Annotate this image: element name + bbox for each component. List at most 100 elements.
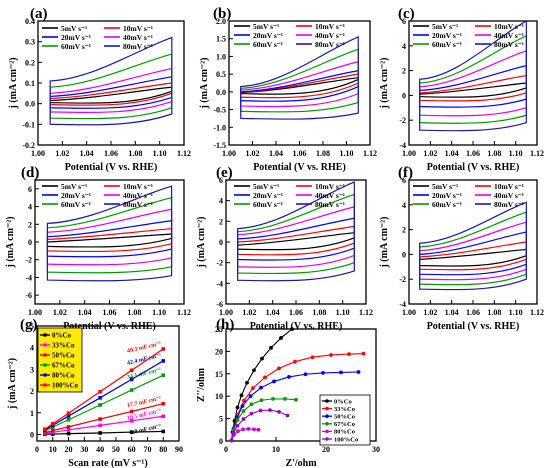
x-tick-label: 1.02 xyxy=(55,149,69,158)
data-point xyxy=(98,403,102,407)
data-point xyxy=(279,336,283,340)
x-tick-label: 20 xyxy=(65,445,73,454)
data-point xyxy=(241,427,245,432)
legend-label: 5mV s⁻¹ xyxy=(61,24,87,33)
data-point xyxy=(66,411,71,416)
slope-annotation: 49.3 mF cm⁻² xyxy=(127,341,162,355)
y-tick-label: 0.2 xyxy=(25,58,35,67)
y-tick-label: 0.0 xyxy=(216,88,226,97)
x-tick-label: 80 xyxy=(159,445,167,454)
x-tick-label: 1.10 xyxy=(340,149,354,158)
y-tick-label: 2 xyxy=(402,67,406,76)
x-tick-label: 0 xyxy=(35,445,39,454)
x-tick-label: 1.00 xyxy=(402,149,416,158)
data-point xyxy=(129,388,134,392)
y-tick-label: 0 xyxy=(30,430,34,439)
x-tick-label: 40 xyxy=(96,445,104,454)
y-tick-label: 0.5 xyxy=(216,70,226,79)
x-tick-label: 20 xyxy=(322,445,330,454)
y-tick-label: 5 xyxy=(219,415,223,424)
legend-marker xyxy=(43,363,47,367)
legend-label: 10mV s⁻¹ xyxy=(315,22,345,31)
y-tick-label: 5 xyxy=(30,322,34,331)
cv-loop-c-5 xyxy=(419,19,527,132)
panel-d: (d) 1.00 1.02 1.04 1.06 1.08 1.10 1.12 -6 -4 -2 0 2 4… xyxy=(5,165,191,332)
x-tick-label: 1.00 xyxy=(402,308,416,317)
x-tick-label: 1.02 xyxy=(53,308,67,317)
data-point xyxy=(293,359,297,364)
x-tick-label: 1.10 xyxy=(152,308,166,317)
x-tick-label: 1.04 xyxy=(80,149,94,158)
y-tick-label: -2 xyxy=(399,275,406,284)
x-tick-label: 1.02 xyxy=(246,149,260,158)
data-point xyxy=(245,380,249,385)
panel-label: (a) xyxy=(30,6,48,22)
y-axis-label: j (mA cm⁻²) xyxy=(379,216,390,268)
y-tick-label: -4 xyxy=(25,273,32,282)
data-point xyxy=(339,370,343,375)
data-point xyxy=(98,417,102,421)
legend-label: 33%Co xyxy=(334,406,355,413)
data-point xyxy=(161,401,166,406)
legend-label: 80mV s⁻¹ xyxy=(315,200,345,209)
x-tick-label: 1.12 xyxy=(177,308,191,317)
legend-label: 40mV s⁻¹ xyxy=(315,191,345,200)
x-axis-label: Scan rate (mV s⁻¹) xyxy=(68,458,147,468)
data-point xyxy=(66,431,71,436)
legend-marker xyxy=(43,373,47,377)
cv-loop-c-3 xyxy=(419,49,527,117)
legend-label: 0%Co xyxy=(52,332,72,340)
data-point xyxy=(285,413,290,418)
data-point xyxy=(98,396,102,400)
y-tick-label: 4 xyxy=(402,201,406,210)
legend-label: 80mV s⁻¹ xyxy=(494,40,524,49)
y-tick-label: -2 xyxy=(399,116,406,125)
y-axis-label: Z''/ohm xyxy=(196,367,207,402)
x-tick-label: 10 xyxy=(272,445,280,454)
y-tick-label: 0.3 xyxy=(25,38,35,47)
data-point xyxy=(129,430,134,434)
y-tick-label: 1 xyxy=(30,409,34,418)
legend-label: 80mV s⁻¹ xyxy=(315,40,345,49)
legend-marker xyxy=(43,343,47,347)
data-point xyxy=(161,414,166,419)
data-point xyxy=(347,352,351,356)
legend-label: 60mV s⁻¹ xyxy=(432,40,462,49)
cv-loop-f-5 xyxy=(419,201,527,291)
legend-label: 20mV s⁻¹ xyxy=(432,191,462,200)
data-point xyxy=(263,375,267,380)
data-point xyxy=(242,398,246,403)
data-point xyxy=(129,409,134,414)
legend-marker xyxy=(43,333,47,337)
data-point xyxy=(229,438,234,443)
legend-label: 5mV s⁻¹ xyxy=(253,182,279,191)
y-tick-label: -6 xyxy=(216,300,223,309)
data-point xyxy=(161,373,166,378)
legend-label: 60mV s⁻¹ xyxy=(432,200,462,209)
y-tick-label: 0.1 xyxy=(25,79,35,88)
legend-label: 10mV s⁻¹ xyxy=(494,182,524,191)
x-tick-label: 50 xyxy=(112,445,120,454)
x-tick-label: 1.06 xyxy=(103,308,117,317)
data-point xyxy=(310,355,315,360)
x-tick-label: 1.00 xyxy=(222,149,236,158)
panel-f: (f) 1.00 1.02 1.04 1.06 1.08 1.10 1.12 -4 -2 0 2 4 6 P… xyxy=(379,165,544,332)
legend-marker xyxy=(325,422,329,426)
data-point xyxy=(235,418,240,422)
legend-label: 5mV s⁻¹ xyxy=(432,22,458,31)
x-tick-label: 1.08 xyxy=(128,149,142,158)
y-tick-label: 6 xyxy=(402,176,406,185)
data-point xyxy=(321,371,325,375)
x-axis-label: Potential (V vs. RHE) xyxy=(427,321,520,332)
cv-loop-e-5 xyxy=(237,181,355,282)
legend-marker xyxy=(43,353,47,357)
y-tick-label: 0.0 xyxy=(25,100,35,109)
data-point xyxy=(290,327,294,331)
y-tick-label: -0.2 xyxy=(22,141,35,150)
data-point xyxy=(246,427,251,431)
legend-label: 33%Co xyxy=(52,342,75,350)
x-tick-label: 1.06 xyxy=(293,149,307,158)
x-tick-label: 1.04 xyxy=(266,308,280,317)
x-axis-label: Potential (V vs. RHE) xyxy=(427,162,520,173)
